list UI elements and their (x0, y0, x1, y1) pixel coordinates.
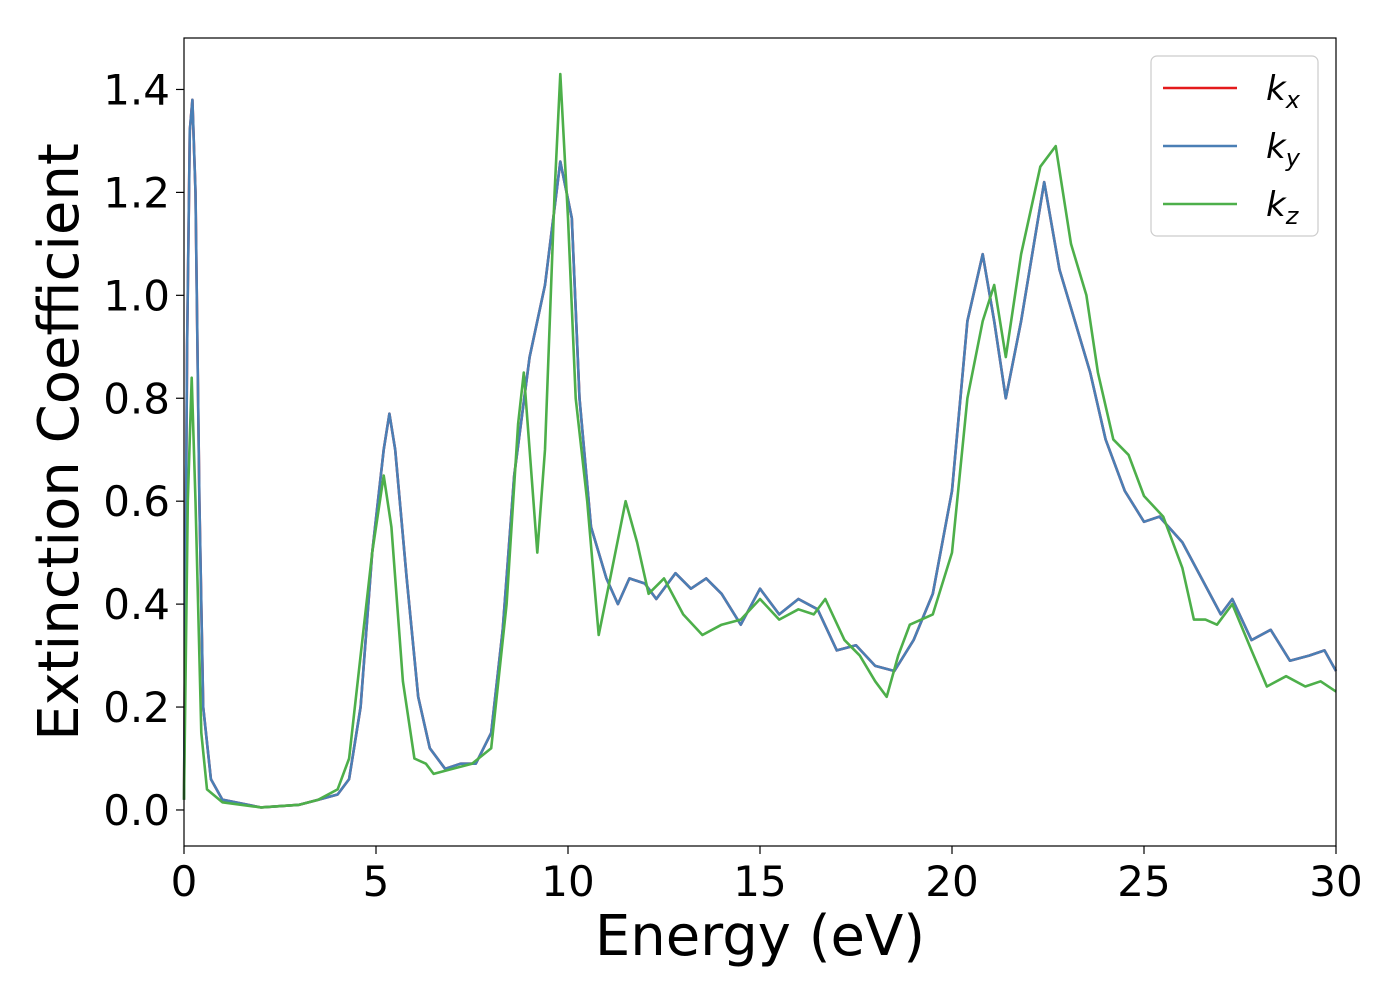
x-tick-label: 5 (363, 857, 390, 906)
y-tick-label: 1.2 (103, 168, 170, 217)
legend-label-z: kz (1266, 185, 1300, 230)
x-axis-ticks: 0 5 10 15 20 25 30 (171, 846, 1363, 906)
y-axis-ticks: 0.0 0.2 0.4 0.6 0.8 1.0 1.2 1.4 (103, 65, 184, 835)
y-tick-label: 0.8 (103, 374, 170, 423)
x-axis-label: Energy (eV) (595, 904, 925, 969)
x-tick-label: 20 (925, 857, 978, 906)
y-tick-label: 0.2 (103, 683, 170, 732)
y-tick-label: 0.6 (103, 477, 170, 526)
x-tick-label: 15 (733, 857, 786, 906)
y-tick-label: 1.4 (103, 65, 170, 114)
x-tick-label: 25 (1117, 857, 1170, 906)
x-tick-label: 10 (541, 857, 594, 906)
series-line-z (182, 72, 1337, 809)
series-layer (182, 72, 1338, 809)
y-tick-label: 1.0 (103, 271, 170, 320)
y-tick-label: 0.0 (103, 786, 170, 835)
legend-label-y: ky (1266, 127, 1301, 172)
x-tick-label: 30 (1309, 857, 1362, 906)
series-line-y (182, 98, 1338, 809)
x-tick-label: 0 (171, 857, 198, 906)
y-tick-label: 0.4 (103, 580, 170, 629)
legend: kx ky kz (1150, 55, 1319, 237)
y-axis-label: Extinction Coefficient (27, 143, 92, 741)
legend-label-x: kx (1266, 69, 1301, 114)
plot-background (184, 38, 1336, 846)
